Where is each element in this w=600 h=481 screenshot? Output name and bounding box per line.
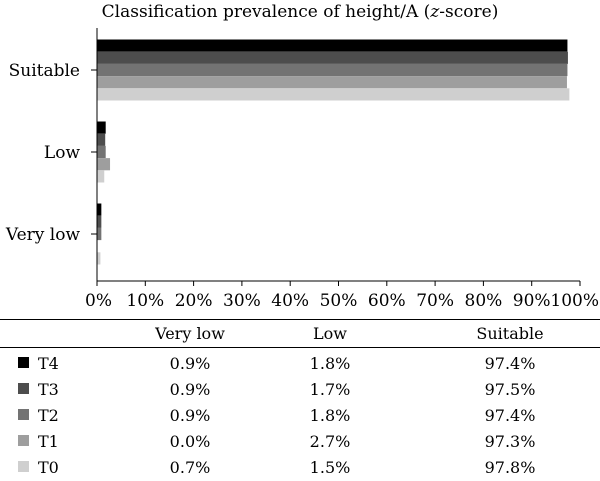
x-tick-label: 50% (320, 291, 358, 311)
table-row: T4 0.9% 1.8% 97.4% (0, 352, 600, 376)
table-header-rule (0, 347, 600, 348)
data-label: 97.8% (484, 458, 536, 477)
data-label: 97.4% (484, 354, 536, 373)
table-row: T3 0.9% 1.7% 97.5% (0, 378, 600, 402)
data-label: 1.8% (309, 406, 351, 425)
bar-t2-very-low (97, 227, 102, 241)
x-tick-label: 10% (126, 291, 164, 311)
legend-swatch (18, 383, 29, 394)
data-label: 0.7% (169, 458, 211, 477)
x-tick-label: 100% (550, 291, 599, 311)
bar-t2-low (97, 145, 106, 159)
bar-t3-suitable (97, 51, 568, 64)
data-label: 97.4% (484, 406, 536, 425)
x-tick-label: 70% (416, 291, 454, 311)
data-label: 1.5% (309, 458, 351, 477)
series-label: T0 (38, 458, 59, 477)
series-label: T1 (38, 432, 59, 451)
bar-t4-suitable (97, 39, 568, 52)
series-label: T4 (38, 354, 59, 373)
data-label: 97.3% (484, 432, 536, 451)
legend-swatch (18, 435, 29, 446)
bar-t0-very-low (97, 252, 101, 265)
data-label: 1.7% (309, 380, 351, 399)
table-column-header: Suitable (476, 324, 544, 343)
table-row: T1 0.0% 2.7% 97.3% (0, 430, 600, 454)
table-column-header: Low (313, 324, 347, 343)
bar-t0-suitable (97, 88, 570, 101)
data-label: 0.9% (169, 406, 211, 425)
data-label: 2.7% (309, 432, 351, 451)
series-label: T3 (38, 380, 59, 399)
data-label: 0.9% (169, 380, 211, 399)
x-tick-label: 20% (175, 291, 213, 311)
bar-t1-low (97, 158, 111, 171)
series-label: T2 (38, 406, 59, 425)
bar-t4-low (97, 121, 106, 134)
y-tick-label: Suitable (9, 61, 80, 81)
y-tick-label: Very low (5, 225, 81, 245)
x-tick-label: 30% (223, 291, 261, 311)
bar-chart: Classification prevalence of height/A (z… (5, 2, 599, 311)
bar-t4-very-low (97, 203, 102, 216)
legend-swatch (18, 357, 29, 368)
bar-t2-suitable (97, 63, 568, 77)
data-label: 0.0% (169, 432, 211, 451)
table-row: T2 0.9% 1.8% 97.4% (0, 404, 600, 428)
data-label: 0.9% (169, 354, 211, 373)
x-tick-label: 60% (368, 291, 406, 311)
data-label: 97.5% (484, 380, 536, 399)
table-row: T0 0.7% 1.5% 97.8% (0, 456, 600, 480)
bar-t1-suitable (97, 76, 567, 89)
legend-swatch (18, 409, 29, 420)
table-header-row: Very low Low Suitable (0, 322, 600, 346)
x-tick-label: 40% (271, 291, 309, 311)
chart-title: Classification prevalence of height/A (z… (102, 2, 499, 22)
bar-t3-very-low (97, 215, 102, 228)
x-tick-label: 80% (465, 291, 503, 311)
bar-t3-low (97, 133, 106, 146)
bar-t0-low (97, 170, 105, 183)
y-tick-label: Low (44, 143, 81, 163)
legend-swatch (18, 461, 29, 472)
x-tick-label: 90% (513, 291, 551, 311)
table-top-rule (0, 319, 600, 320)
table-column-header: Very low (155, 324, 225, 343)
x-tick-label: 0% (85, 291, 112, 311)
data-label: 1.8% (309, 354, 351, 373)
